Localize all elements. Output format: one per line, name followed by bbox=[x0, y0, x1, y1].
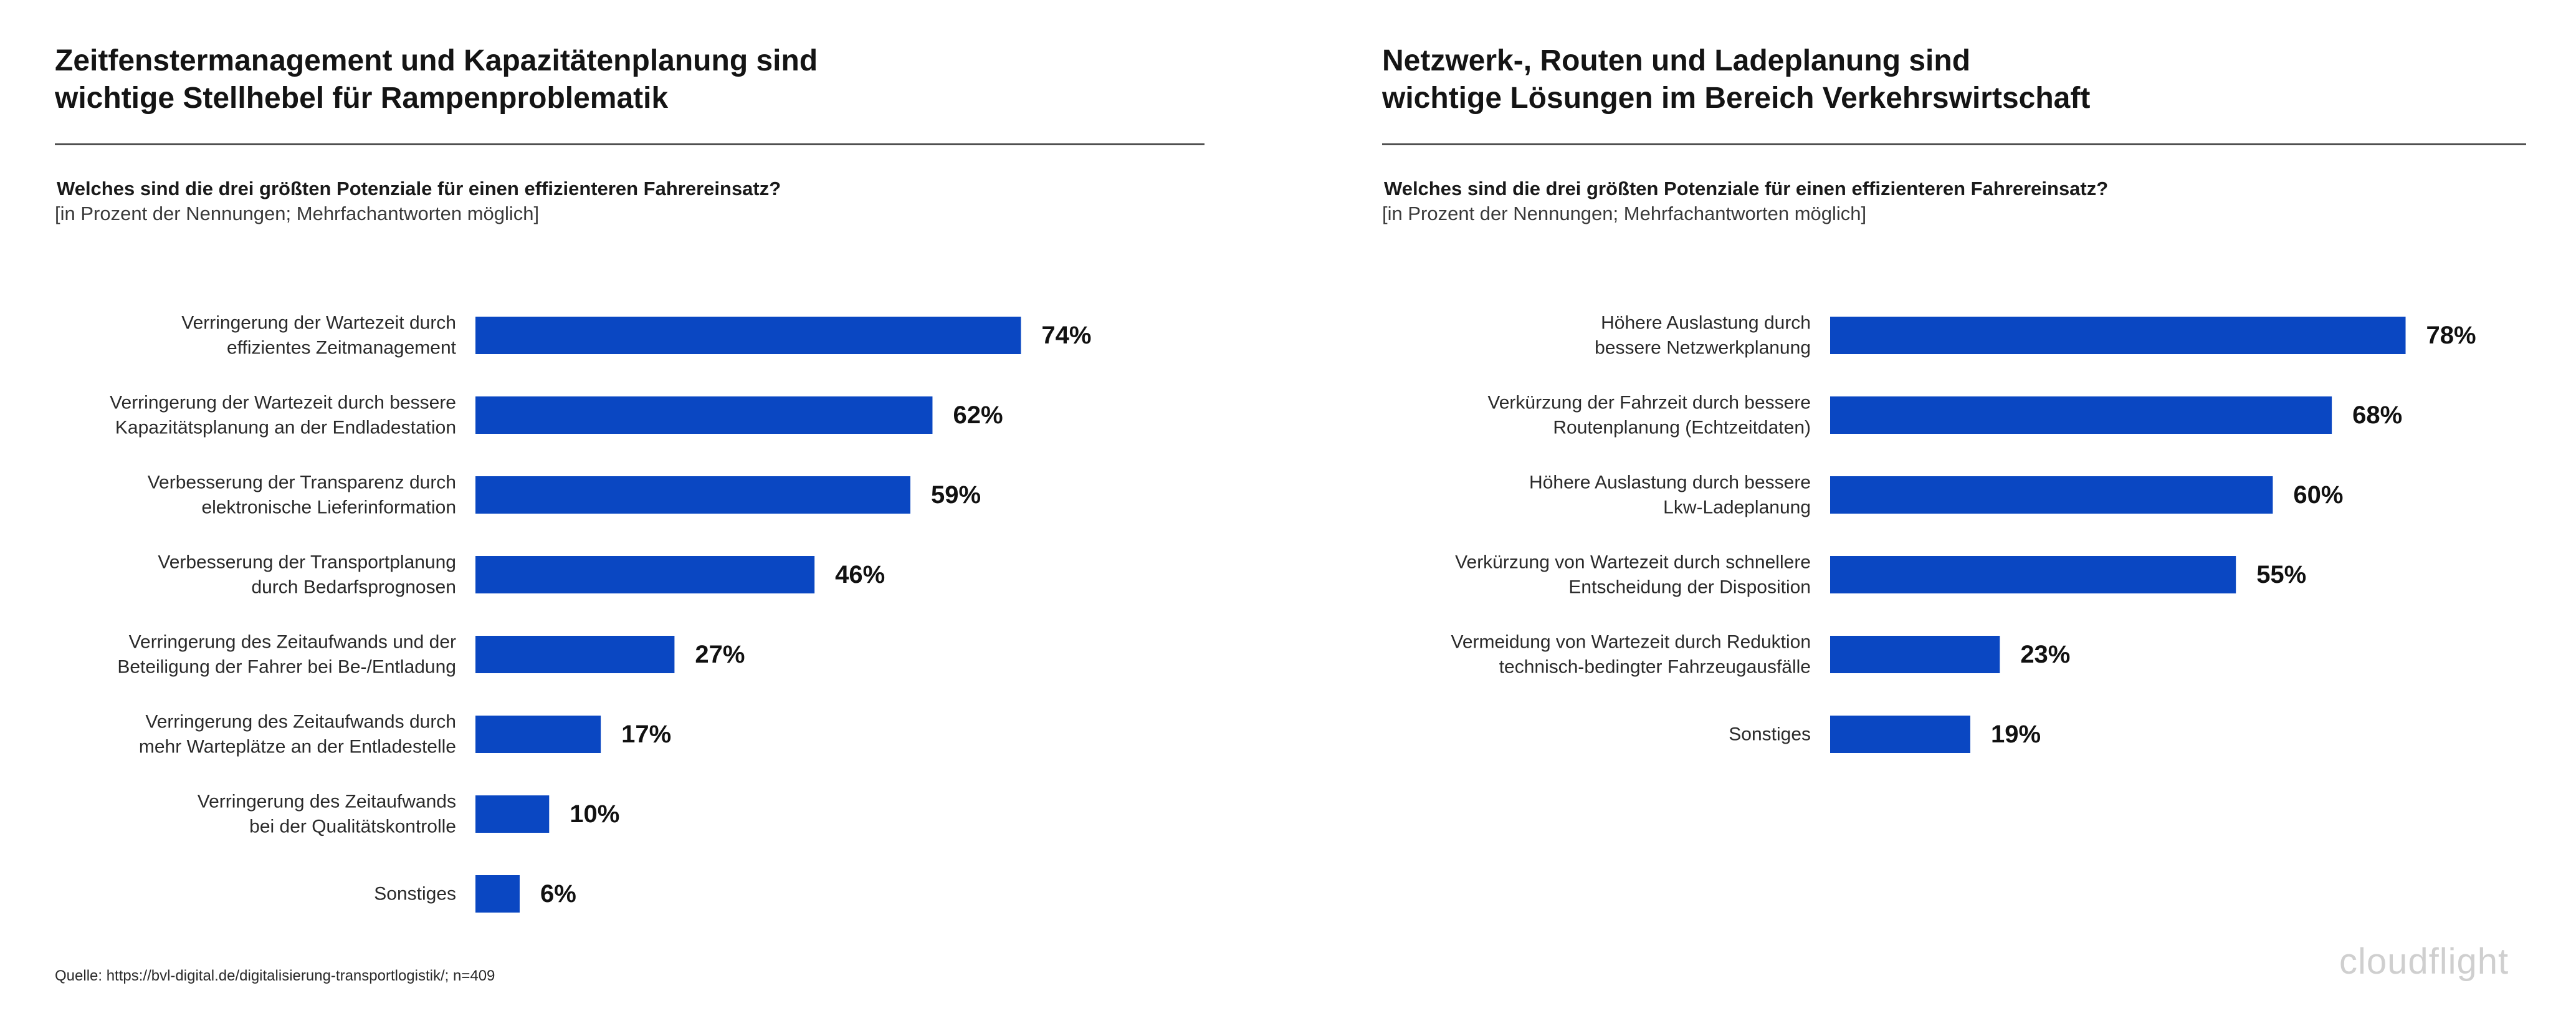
value-label: 6% bbox=[540, 880, 576, 908]
category-label: Verkürzung von Wartezeit durch schneller… bbox=[1455, 552, 1811, 598]
bar bbox=[1830, 396, 2332, 434]
value-label: 17% bbox=[621, 721, 671, 748]
survey-note: [in Prozent der Nennungen; Mehrfachantwo… bbox=[1382, 203, 1867, 224]
bar bbox=[475, 476, 910, 514]
survey-note: [in Prozent der Nennungen; Mehrfachantwo… bbox=[55, 203, 540, 224]
value-label: 27% bbox=[695, 641, 745, 668]
category-label-line: Verkürzung von Wartezeit durch schneller… bbox=[1455, 552, 1811, 573]
value-label: 78% bbox=[2426, 322, 2476, 349]
category-label: Verbesserung der Transportplanung durch B… bbox=[158, 552, 456, 598]
category-label-line: Höhere Auslastung durch bbox=[1601, 313, 1811, 333]
category-label-line: effizientes Zeitmanagement bbox=[227, 338, 457, 358]
category-label-line: Kapazitätsplanung an der Endladestation bbox=[115, 418, 456, 438]
category-label: Verringerung der Wartezeit durch effizien… bbox=[181, 313, 456, 358]
category-label: Höhere Auslastung durch bessere Netzwerkp… bbox=[1595, 313, 1811, 358]
category-label-line: Verringerung des Zeitaufwands durch bbox=[145, 712, 456, 732]
category-label-line: elektronische Lieferinformation bbox=[201, 497, 456, 518]
category-label-line: Verbesserung der Transparenz durch bbox=[148, 472, 456, 493]
category-label: Verringerung des Zeitaufwands durch mehr … bbox=[139, 712, 456, 757]
bar bbox=[475, 556, 815, 593]
bar bbox=[475, 795, 550, 833]
chart-title-line-1: Netzwerk-, Routen und Ladeplanung sind bbox=[1382, 44, 1971, 77]
category-label-line: durch Bedarfsprognosen bbox=[251, 577, 456, 598]
chart-title-line-1: Zeitfenstermanagement und Kapazitätenpla… bbox=[55, 44, 818, 77]
value-label: 60% bbox=[2293, 481, 2343, 509]
chart-panel-right: Netzwerk-, Routen und Ladeplanung sind w… bbox=[1382, 0, 2526, 1031]
bar bbox=[475, 396, 933, 434]
category-label: Verkürzung der Fahrzeit durch bessere Rou… bbox=[1487, 393, 1811, 438]
category-label-line: Verkürzung der Fahrzeit durch bessere bbox=[1487, 393, 1811, 413]
category-label-line: Entscheidung der Disposition bbox=[1568, 577, 1811, 598]
chart-title-line-2: wichtige Stellhebel für Rampenproblemati… bbox=[55, 82, 669, 115]
bar bbox=[1830, 476, 2273, 514]
category-label: Verbesserung der Transparenz durch elektr… bbox=[148, 472, 456, 518]
value-label: 23% bbox=[2020, 641, 2070, 668]
category-label-line: Verringerung des Zeitaufwands bbox=[198, 792, 456, 812]
value-label: 74% bbox=[1041, 322, 1091, 349]
chart-panel-left: Zeitfenstermanagement und Kapazitätenpla… bbox=[55, 0, 1205, 1031]
value-label: 59% bbox=[931, 481, 981, 509]
category-label-line: Lkw-Ladeplanung bbox=[1663, 497, 1811, 518]
title-divider bbox=[55, 143, 1205, 145]
bar bbox=[475, 317, 1021, 354]
value-label: 55% bbox=[2256, 561, 2306, 588]
bar bbox=[475, 636, 675, 673]
category-label-line: Verbesserung der Transportplanung bbox=[158, 552, 456, 573]
value-label: 68% bbox=[2352, 401, 2402, 429]
cloudflight-logo: cloudflight bbox=[2339, 941, 2509, 982]
category-label: Verringerung des Zeitaufwands und der Bet… bbox=[117, 632, 456, 678]
category-label-line: Verringerung des Zeitaufwands und der bbox=[129, 632, 456, 653]
category-label: Sonstiges bbox=[1729, 724, 1811, 745]
bar bbox=[1830, 317, 2406, 354]
category-label: Vermeidung von Wartezeit durch Reduktion… bbox=[1451, 632, 1811, 678]
survey-question: Welches sind die drei größten Potenziale… bbox=[1384, 178, 2109, 199]
category-label-line: Höhere Auslastung durch bessere bbox=[1529, 472, 1811, 493]
category-label-line: Vermeidung von Wartezeit durch Reduktion bbox=[1451, 632, 1811, 653]
category-label: Sonstiges bbox=[374, 884, 456, 904]
category-label-line: Verringerung der Wartezeit durch bessere bbox=[110, 393, 456, 413]
category-label-line: bessere Netzwerkplanung bbox=[1595, 338, 1811, 358]
chart-title: Netzwerk-, Routen und Ladeplanung sind w… bbox=[1382, 42, 2526, 117]
category-label: Höhere Auslastung durch bessere Lkw-Ladep… bbox=[1529, 472, 1811, 518]
category-label-line: Verringerung der Wartezeit durch bbox=[181, 313, 456, 333]
category-label-line: Routenplanung (Echtzeitdaten) bbox=[1553, 418, 1811, 438]
bar bbox=[475, 716, 601, 753]
category-label-line: mehr Warteplätze an der Entladestelle bbox=[139, 737, 456, 757]
category-label: Verringerung der Wartezeit durch bessere… bbox=[110, 393, 456, 438]
source-note: Quelle: https://bvl-digital.de/digitalis… bbox=[55, 967, 495, 984]
value-label: 10% bbox=[570, 800, 619, 828]
bar bbox=[1830, 556, 2236, 593]
value-label: 19% bbox=[1991, 721, 2041, 748]
survey-question: Welches sind die drei größten Potenziale… bbox=[57, 178, 781, 199]
value-label: 46% bbox=[835, 561, 885, 588]
category-label-line: Sonstiges bbox=[374, 884, 456, 904]
chart-title-line-2: wichtige Lösungen im Bereich Verkehrswir… bbox=[1382, 82, 2091, 115]
category-label-line: bei der Qualitätskontrolle bbox=[249, 817, 456, 837]
bar-chart-right: 78% Höhere Auslastung durch bessere Netzwe… bbox=[1451, 313, 2476, 753]
bar-chart-left: 74% Verringerung der Wartezeit durch effiz… bbox=[110, 313, 1091, 913]
category-label: Verringerung des Zeitaufwands bei der Qua… bbox=[198, 792, 456, 837]
category-label-line: Beteiligung der Fahrer bei Be-/Entladung bbox=[117, 657, 456, 678]
title-divider bbox=[1382, 143, 2526, 145]
value-label: 62% bbox=[953, 401, 1003, 429]
bar bbox=[1830, 636, 2000, 673]
category-label-line: technisch-bedingter Fahrzeugausfälle bbox=[1499, 657, 1811, 678]
category-label-line: Sonstiges bbox=[1729, 724, 1811, 745]
chart-title: Zeitfenstermanagement und Kapazitätenpla… bbox=[55, 42, 1205, 117]
bar bbox=[1830, 716, 1970, 753]
bar bbox=[475, 875, 520, 913]
